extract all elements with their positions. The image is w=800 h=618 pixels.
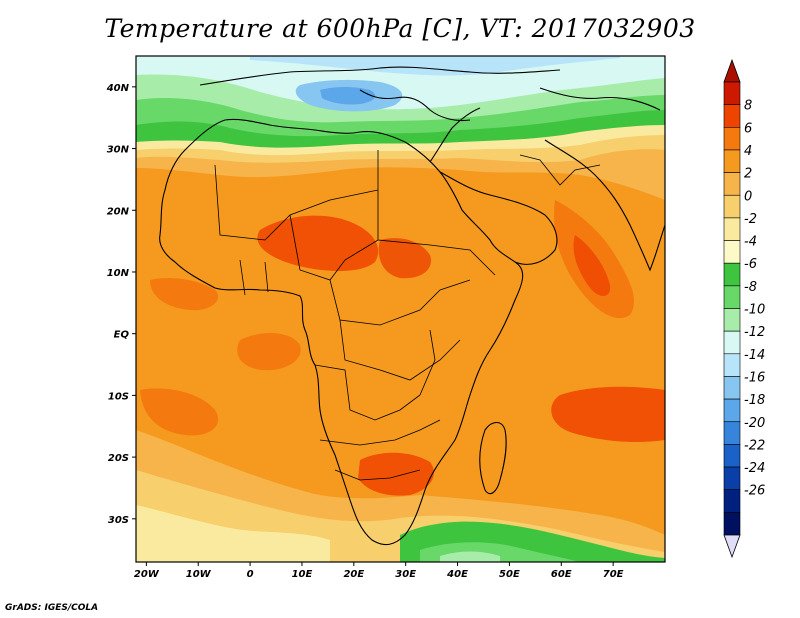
colorbar-swatch: [723, 127, 741, 151]
border-sahara: [214, 164, 379, 241]
border-east-africa: [419, 329, 436, 396]
red-sea-levant-coast: [429, 107, 481, 163]
colorbar-label: -6: [744, 257, 757, 272]
persia-india-coastline: [544, 139, 665, 272]
x-tick-label: 60E: [551, 569, 572, 580]
colorbar-swatch: [723, 421, 741, 445]
colorbar-swatch: [723, 444, 741, 468]
colorbar-label: -10: [744, 303, 765, 318]
colorbar-label: 2: [744, 167, 752, 182]
border-congo: [339, 319, 461, 381]
colorbar-label: -22: [744, 438, 765, 453]
x-tick-label: 40E: [446, 569, 468, 580]
x-tick-label: 20E: [343, 569, 364, 580]
field-warm-west-atlantic: [150, 278, 219, 311]
field-warm-southern-africa: [358, 452, 434, 496]
colorbar-swatch: [723, 194, 741, 219]
field-warm-sudan: [378, 238, 431, 279]
coastlines: [159, 66, 665, 546]
africa-coastline: [159, 118, 524, 546]
country-borders: [214, 150, 601, 481]
y-axis: 40N 30N 20N 10N EQ 10S 20S 30S: [106, 83, 136, 526]
border-central: [329, 279, 471, 326]
x-tick-label: 20W: [134, 569, 160, 580]
border-ethiopia: [429, 244, 496, 276]
plot-frame: [135, 55, 666, 563]
colorbar-swatch: [723, 217, 741, 241]
colorbar-label: -12: [744, 325, 765, 340]
field-warm-gulf-guinea: [237, 333, 301, 371]
x-tick-label: 70E: [603, 569, 624, 580]
colorbar-label: -20: [744, 416, 765, 431]
colorbar-swatch: [723, 353, 741, 377]
caspian-region: [539, 87, 661, 111]
x-tick-label: 0: [247, 569, 254, 580]
arabia-coastline: [439, 171, 558, 265]
y-tick-label: 10S: [108, 391, 129, 402]
field-warm-arabian-core: [573, 235, 611, 296]
colorbar-swatch: [723, 512, 741, 536]
colorbar-swatch: [723, 104, 741, 128]
y-tick-label: 10N: [107, 268, 130, 279]
colorbar-label: 4: [744, 144, 752, 159]
colorbar-swatch: [723, 262, 741, 287]
colorbar-label: -16: [744, 370, 765, 385]
border-angola: [314, 364, 421, 421]
colorbar-top-arrow: [723, 58, 741, 83]
colorbar-label: -24: [744, 461, 765, 476]
colorbar-label: -14: [744, 348, 765, 363]
field-north-neg14: [250, 56, 620, 76]
field-warm-indian-ocean: [551, 386, 665, 443]
y-tick-label: 20N: [107, 206, 130, 217]
field-south-neg10: [440, 551, 500, 562]
field-warm-south-atlantic: [140, 388, 219, 436]
colorbar-label: -26: [744, 484, 765, 499]
x-tick-label: 10E: [292, 569, 313, 580]
border-west-africa: [239, 259, 269, 296]
y-tick-label: EQ: [114, 330, 130, 341]
colorbar-swatch: [723, 285, 741, 309]
colorbar-swatch: [723, 398, 741, 423]
x-axis: 20W 10W 0 10E 20E 30E 40E 50E 60E 70E: [134, 562, 624, 580]
grads-credit: GrADS: IGES/COLA: [5, 603, 99, 613]
colorbar-swatch: [723, 240, 741, 264]
colorbar-label: -8: [744, 280, 757, 295]
mediterranean-coast: [359, 89, 471, 122]
border-middle-east: [519, 154, 601, 186]
colorbar-swatch: [723, 330, 741, 355]
temperature-field: [136, 56, 665, 562]
europe-coastline: [199, 66, 561, 86]
y-tick-label: 20S: [108, 453, 129, 464]
colorbar-swatch: [723, 172, 741, 196]
x-tick-label: 30E: [395, 569, 416, 580]
border-botswana: [334, 469, 421, 481]
y-tick-label: 40N: [106, 83, 130, 94]
y-tick-label: 30N: [107, 145, 130, 156]
colorbar-swatch: [723, 149, 741, 173]
colorbar-swatch: [723, 489, 741, 513]
colorbar-label: 6: [744, 121, 752, 136]
border-zambia: [319, 419, 441, 446]
colorbar: 8 6 4 2 0 -2 -4 -6 -8 -10 -12 -14 -16 -18 -20 -22 -24 -26: [723, 58, 765, 559]
colorbar-bottom-arrow: [723, 534, 741, 559]
colorbar-swatch: [723, 376, 741, 400]
colorbar-label: 0: [744, 189, 752, 204]
field-north-neg12: [136, 56, 665, 110]
colorbar-swatch: [723, 466, 741, 490]
colorbar-swatch: [723, 308, 741, 332]
x-tick-label: 10W: [186, 569, 212, 580]
chart-title: Temperature at 600hPa [C], VT: 201703290…: [104, 14, 696, 43]
colorbar-label: -18: [744, 393, 765, 408]
colorbar-label: 8: [744, 99, 752, 114]
y-tick-label: 30S: [108, 515, 129, 526]
colorbar-label: -4: [744, 235, 757, 250]
colorbar-label: -2: [744, 212, 757, 227]
field-warm-sahel: [257, 215, 379, 271]
colorbar-swatch: [723, 81, 741, 105]
x-tick-label: 50E: [499, 569, 520, 580]
field-south-neg4-west: [136, 505, 330, 562]
madagascar-coastline: [479, 421, 507, 495]
